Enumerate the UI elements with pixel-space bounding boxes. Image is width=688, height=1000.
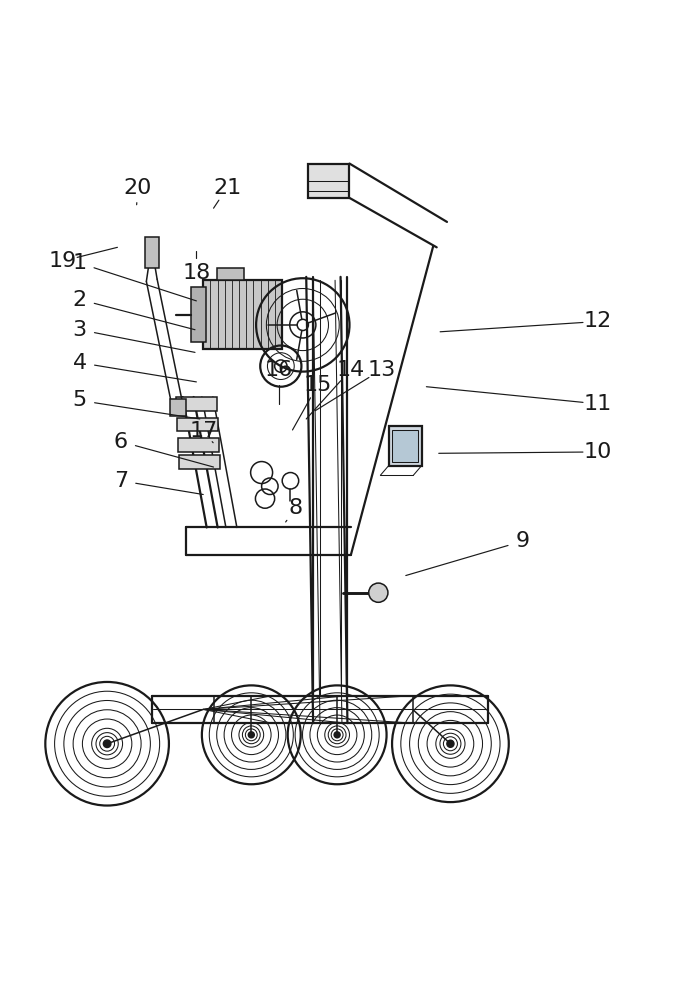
Text: 14: 14 — [336, 360, 365, 380]
Text: 16: 16 — [265, 360, 293, 380]
Circle shape — [248, 732, 255, 738]
Text: 11: 11 — [584, 394, 612, 414]
Text: 17: 17 — [189, 421, 217, 441]
Text: 5: 5 — [72, 390, 87, 410]
Bar — [217, 268, 244, 280]
Circle shape — [334, 732, 340, 738]
Bar — [178, 438, 219, 452]
Bar — [392, 430, 418, 462]
Text: 10: 10 — [584, 442, 612, 462]
Text: 15: 15 — [303, 375, 332, 395]
Text: 4: 4 — [73, 353, 87, 373]
Circle shape — [447, 740, 454, 747]
Bar — [203, 280, 282, 349]
Text: 1: 1 — [73, 253, 87, 273]
Text: 19: 19 — [48, 251, 76, 271]
Bar — [179, 455, 220, 469]
Bar — [191, 287, 206, 342]
Text: 3: 3 — [73, 320, 87, 340]
Text: 21: 21 — [213, 178, 241, 198]
Text: 20: 20 — [124, 178, 152, 198]
Text: 18: 18 — [182, 263, 211, 283]
Bar — [145, 237, 159, 268]
Text: 2: 2 — [73, 290, 87, 310]
Bar — [308, 164, 350, 198]
Text: 13: 13 — [367, 360, 396, 380]
Bar — [176, 397, 217, 411]
Text: 9: 9 — [515, 531, 530, 551]
Bar — [177, 418, 218, 431]
Text: 7: 7 — [114, 471, 128, 491]
Bar — [389, 426, 422, 466]
Text: 8: 8 — [289, 498, 303, 518]
Bar — [170, 399, 186, 416]
Circle shape — [369, 583, 388, 602]
Text: 6: 6 — [114, 432, 128, 452]
Circle shape — [103, 740, 111, 747]
Text: 12: 12 — [584, 311, 612, 331]
